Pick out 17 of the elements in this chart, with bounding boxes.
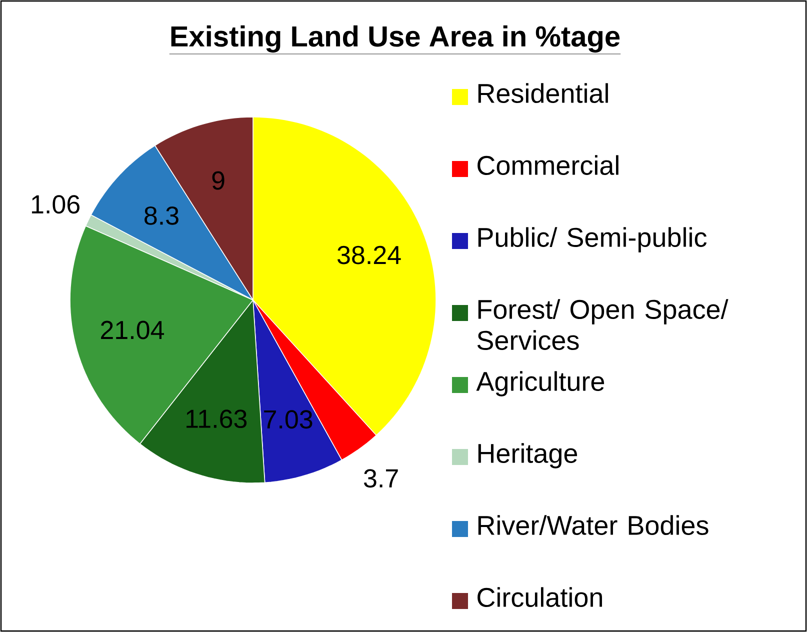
legend-label: Forest/ Open Space/ Services (477, 299, 728, 350)
legend-label: Heritage (478, 443, 578, 468)
legend-label: River/Water Bodies (478, 515, 708, 536)
data-label: 8.3 (144, 206, 178, 225)
chart-title: Existing Land Use Area in %tage (171, 25, 620, 53)
legend-label: Circulation (478, 587, 602, 608)
data-label: 7.03 (264, 410, 312, 429)
data-label: 3.7 (364, 469, 398, 488)
legend-label: Agriculture (476, 371, 604, 396)
data-label: 11.63 (186, 410, 247, 428)
data-label: 9 (212, 171, 224, 190)
data-label: 38.24 (338, 246, 401, 264)
legend-label: Commercial (478, 155, 618, 176)
data-label: 21.04 (101, 320, 164, 340)
data-label: 1.06 (32, 195, 80, 214)
legend-label: Public/ Semi-public (478, 227, 707, 252)
legend-label: Residential (478, 83, 608, 104)
